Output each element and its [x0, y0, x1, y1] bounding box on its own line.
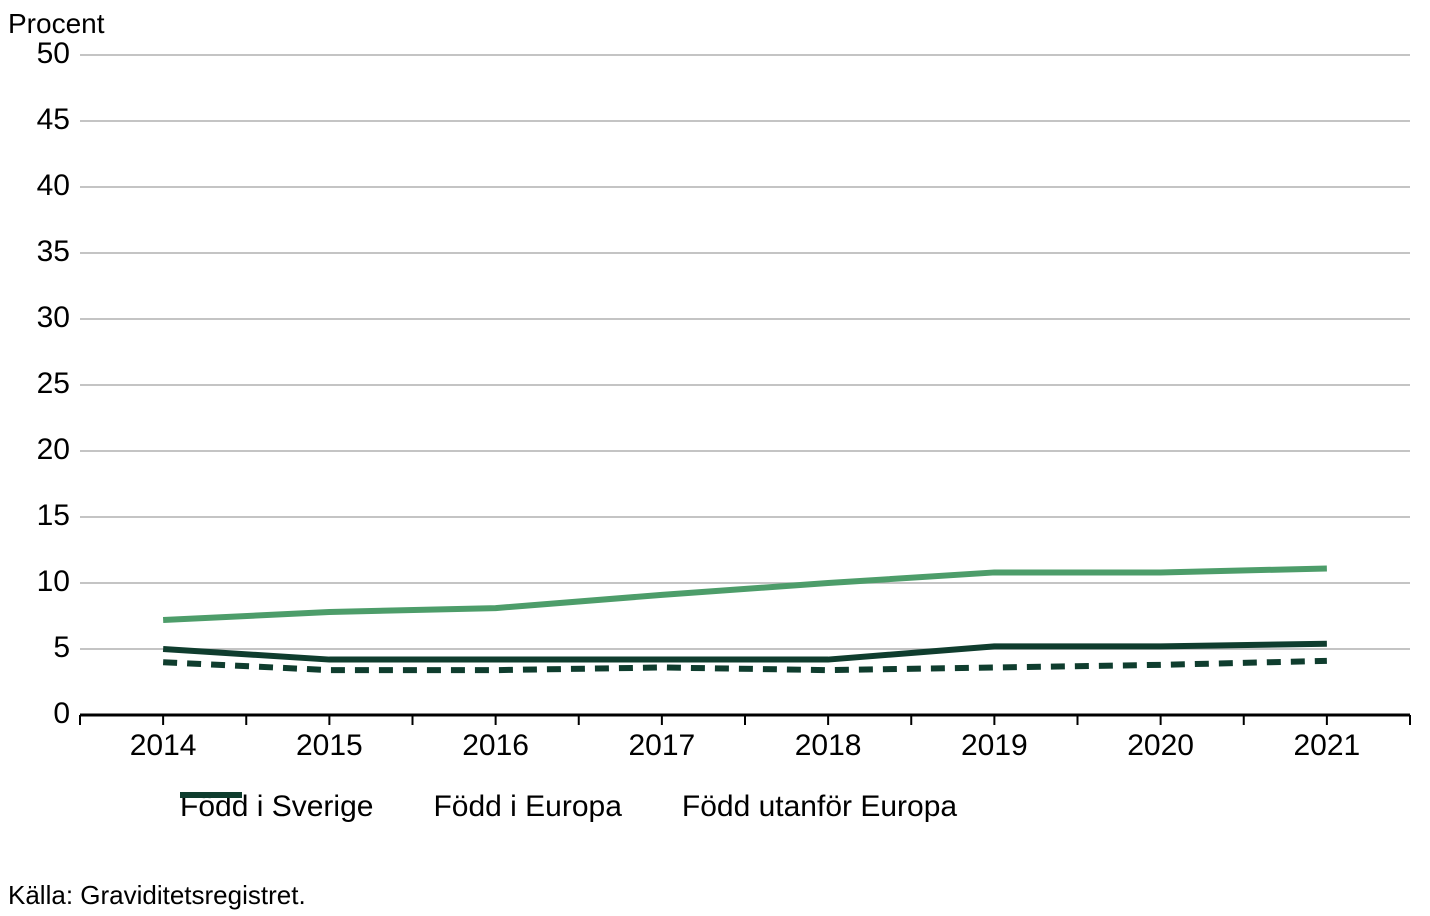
y-tick-label: 45: [10, 103, 70, 137]
x-tick-label: 2020: [1127, 729, 1194, 763]
x-tick-label: 2014: [130, 729, 197, 763]
x-tick-label: 2016: [462, 729, 529, 763]
legend-swatch: [180, 790, 242, 800]
y-tick-label: 10: [10, 565, 70, 599]
line-chart: Procent 0 5 10 15 20 25 30 35 40 45 50 2014 2015 201…: [0, 0, 1430, 916]
y-tick-label: 25: [10, 367, 70, 401]
y-tick-label: 40: [10, 169, 70, 203]
y-tick-label: 0: [10, 697, 70, 731]
x-tick-label: 2017: [629, 729, 696, 763]
y-tick-label: 20: [10, 433, 70, 467]
chart-svg: [0, 0, 1430, 916]
x-tick-label: 2018: [795, 729, 862, 763]
y-tick-label: 15: [10, 499, 70, 533]
source-label: Källa: Graviditetsregistret.: [8, 880, 306, 911]
x-tick-label: 2015: [296, 729, 363, 763]
y-tick-label: 50: [10, 37, 70, 71]
legend-label: Född utanför Europa: [682, 790, 957, 824]
legend-label: Född i Europa: [433, 790, 621, 824]
y-axis-title: Procent: [8, 8, 105, 40]
y-tick-label: 30: [10, 301, 70, 335]
legend-item: Född i Europa: [433, 790, 621, 824]
legend: Född i SverigeFödd i EuropaFödd utanför …: [180, 790, 957, 824]
y-tick-label: 35: [10, 235, 70, 269]
x-tick-label: 2019: [961, 729, 1028, 763]
legend-item: Född utanför Europa: [682, 790, 957, 824]
x-tick-label: 2021: [1294, 729, 1361, 763]
y-tick-label: 5: [10, 631, 70, 665]
